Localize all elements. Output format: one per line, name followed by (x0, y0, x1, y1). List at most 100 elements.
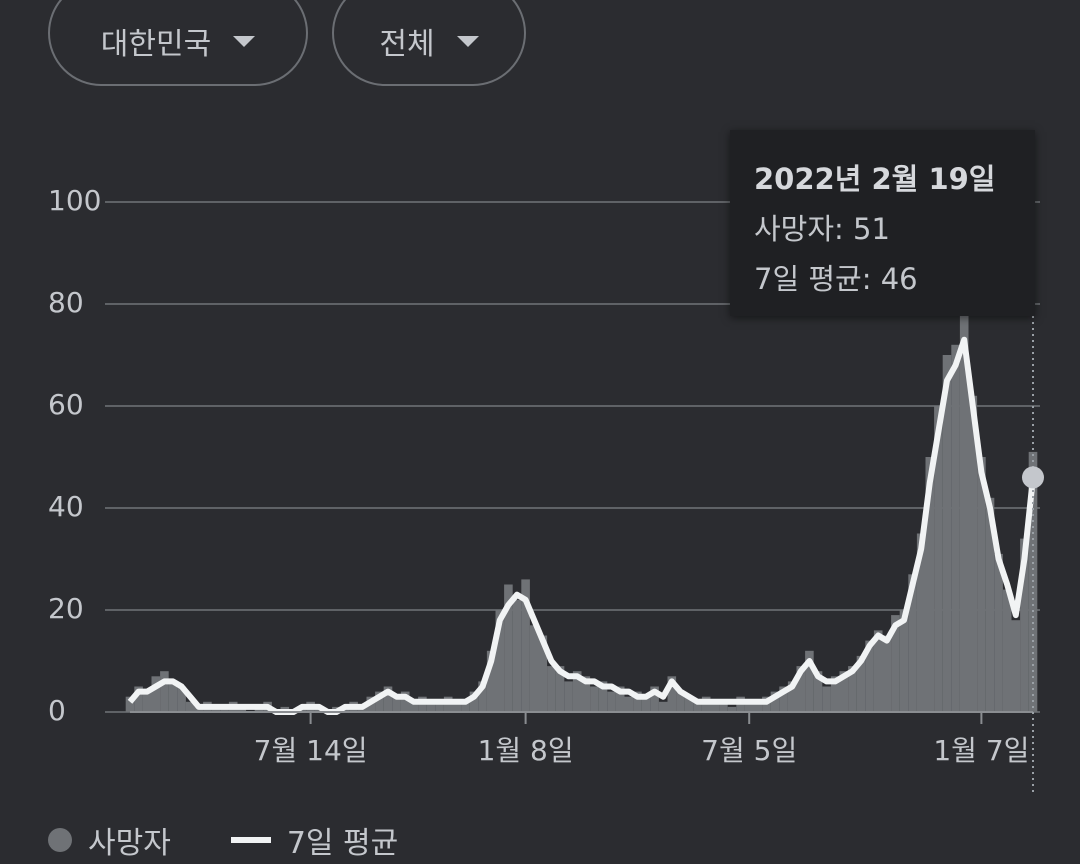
bar (168, 681, 178, 712)
bar (796, 666, 806, 712)
y-tick-label: 0 (48, 694, 66, 727)
bar (942, 355, 952, 712)
dropdown-arrow (456, 35, 479, 47)
bar (607, 691, 616, 712)
legend-label: 사망자 (88, 826, 171, 861)
bar (934, 406, 943, 712)
bar (985, 497, 995, 712)
bar (727, 706, 737, 712)
tooltip-line: 7일 평균: 46 (754, 262, 918, 296)
bar (564, 681, 573, 712)
y-tick-label: 60 (48, 388, 84, 421)
bar (495, 610, 505, 712)
bar (529, 625, 539, 712)
bar (512, 599, 522, 712)
bar (125, 696, 135, 712)
bar (590, 686, 599, 712)
bar (977, 457, 986, 712)
bar (959, 314, 969, 712)
legend-line (230, 837, 271, 843)
bar (865, 640, 874, 712)
bar (650, 686, 659, 712)
bar (624, 696, 634, 712)
bar (822, 686, 831, 712)
bar (994, 553, 1003, 712)
tooltip-date: 2022년 2월 19일 (754, 162, 996, 196)
bar (555, 666, 565, 712)
y-tick-label: 20 (48, 592, 84, 625)
legend-label: 7일 평균 (286, 826, 399, 861)
bar (1020, 538, 1029, 712)
bar (461, 701, 470, 712)
bar (830, 676, 840, 712)
bar (435, 701, 444, 712)
bar (160, 671, 169, 712)
bar (598, 681, 608, 712)
bar (486, 650, 496, 712)
bar (770, 691, 780, 712)
bar (452, 701, 462, 712)
bar (805, 650, 814, 712)
bar (478, 681, 487, 712)
bar (882, 635, 892, 712)
x-tick-label: 1월 8일 (478, 734, 574, 767)
bar (547, 666, 556, 712)
bar (572, 671, 582, 712)
bar (521, 579, 530, 712)
bar (383, 686, 393, 712)
bar (581, 676, 591, 712)
bar (891, 615, 900, 712)
bar (951, 344, 960, 712)
bar (504, 584, 513, 712)
bar (177, 686, 186, 712)
dropdown-label: 전체 (379, 27, 435, 62)
bar (667, 676, 677, 712)
bar (185, 701, 195, 712)
legend: 사망자 7일 평균 (48, 818, 398, 862)
y-tick-label: 80 (48, 286, 84, 319)
x-tick-label: 7월 14일 (254, 734, 368, 767)
bar (813, 671, 823, 712)
dropdown-arrow (233, 35, 256, 47)
legend-dot (48, 828, 72, 852)
bar (839, 671, 849, 712)
bar (375, 691, 384, 712)
bar (615, 686, 625, 712)
bar (787, 681, 797, 712)
x-tick-label: 1월 7일 (933, 734, 1029, 767)
scope-dropdown[interactable]: 전체 (332, 0, 526, 86)
bar (426, 701, 436, 712)
bar (134, 686, 143, 712)
bar (409, 701, 419, 712)
bar (916, 533, 926, 712)
hover-point (1022, 466, 1044, 489)
bar (641, 696, 651, 712)
bar (753, 701, 763, 712)
tooltip: 2022년 2월 19일 사망자: 51 7일 평균: 46 (730, 130, 1035, 316)
bar (392, 696, 401, 712)
bar (856, 655, 866, 712)
bar (693, 701, 702, 712)
bar (469, 691, 479, 712)
bar (744, 701, 754, 712)
bar (684, 696, 694, 712)
bar (151, 676, 161, 712)
bar (676, 691, 685, 712)
dropdown-label: 대한민국 (100, 27, 212, 62)
bar (925, 457, 935, 712)
bar (710, 701, 720, 712)
bar (538, 635, 548, 712)
bar (400, 691, 410, 712)
bar (633, 691, 642, 712)
bar (658, 701, 668, 712)
bar (719, 701, 728, 712)
x-tick-label: 7월 5일 (701, 734, 797, 767)
country-dropdown[interactable]: 대한민국 (48, 0, 308, 86)
bar (899, 610, 909, 712)
bar (908, 574, 917, 712)
y-tick-label: 100 (48, 184, 101, 217)
bar (873, 630, 883, 712)
bar (968, 395, 978, 712)
y-tick-label: 40 (48, 490, 84, 523)
